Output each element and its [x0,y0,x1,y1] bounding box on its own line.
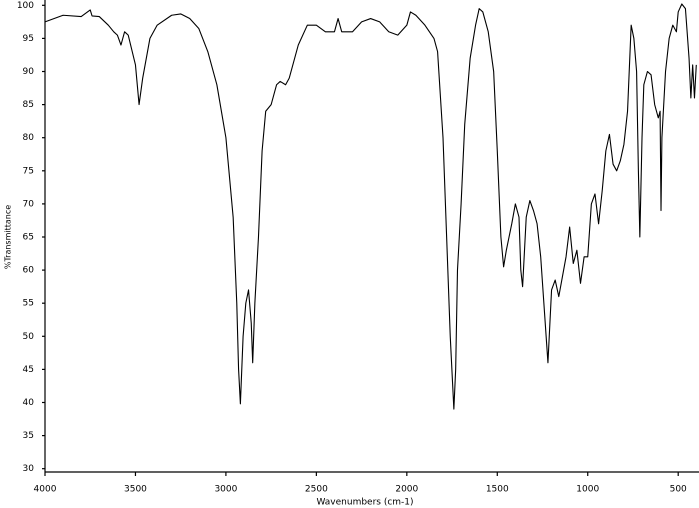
x-tick-label: 1000 [576,485,599,495]
y-tick-label: 80 [23,133,35,143]
x-tick-label: 4000 [34,485,57,495]
x-tick-label: 2000 [395,485,418,495]
y-tick-label: 65 [23,233,34,243]
y-tick-label: 55 [23,299,34,309]
y-tick-label: 45 [23,365,34,375]
y-tick-label: 40 [23,398,35,408]
x-tick-label: 2500 [305,485,328,495]
y-tick-label: 85 [23,100,34,110]
x-tick-label: 1500 [486,485,509,495]
x-tick-label: 500 [670,485,687,495]
y-tick-label: 50 [23,332,35,342]
y-tick-label: 70 [23,199,35,209]
y-tick-label: 90 [23,67,35,77]
y-tick-label: 35 [23,431,34,441]
y-axis-label: %Transmittance [4,205,13,269]
x-tick-label: 3000 [214,485,237,495]
y-tick-label: 95 [23,34,34,44]
y-tick-label: 30 [23,464,35,474]
x-tick-label: 3500 [124,485,147,495]
y-tick-label: 75 [23,166,34,176]
y-tick-label: 60 [23,266,35,276]
spectrum-line [44,3,697,410]
x-axis-label: Wavenumbers (cm-1) [316,498,413,508]
y-tick-label: 100 [17,1,34,11]
